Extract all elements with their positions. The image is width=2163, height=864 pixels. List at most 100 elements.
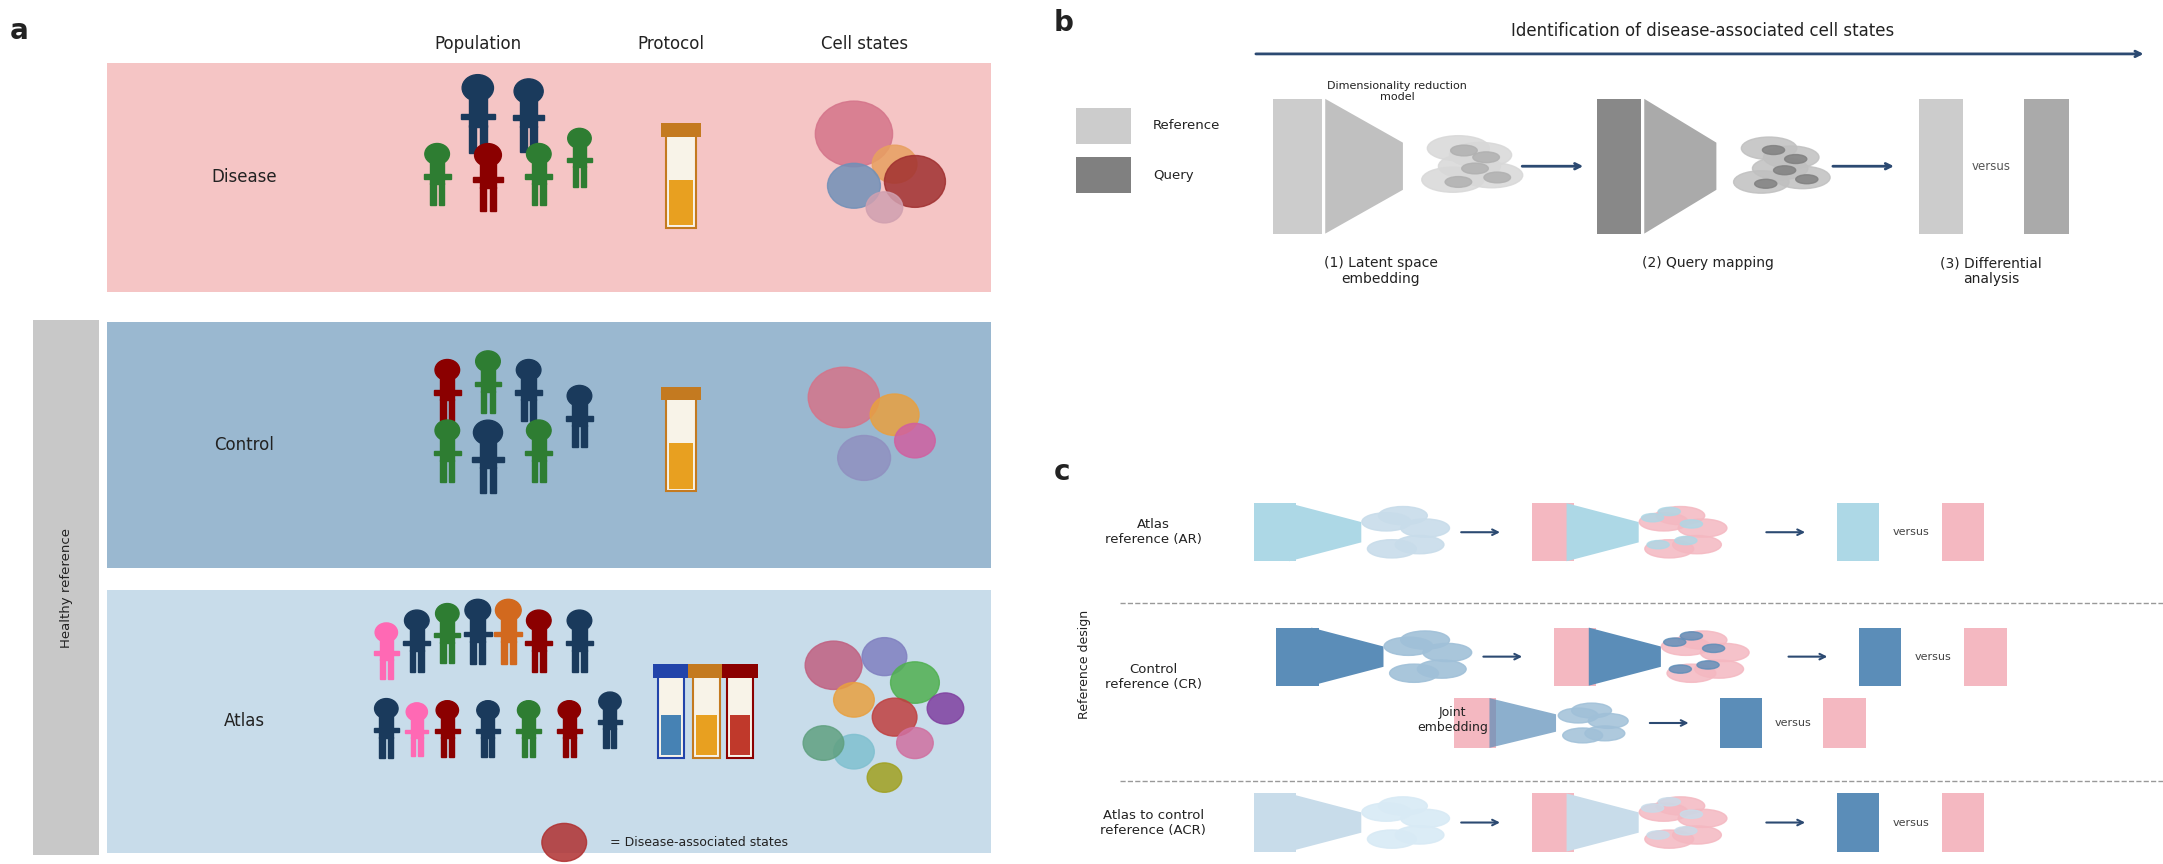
Circle shape (1696, 660, 1743, 678)
Text: versus: versus (1893, 527, 1929, 537)
Bar (482, 717, 495, 738)
Bar (439, 438, 454, 461)
Bar (480, 369, 495, 391)
Bar (521, 717, 534, 738)
FancyBboxPatch shape (1276, 627, 1319, 686)
Circle shape (828, 163, 880, 208)
Circle shape (928, 693, 965, 724)
Circle shape (1644, 830, 1694, 848)
Circle shape (1659, 507, 1681, 516)
Bar (521, 378, 536, 400)
Circle shape (1644, 540, 1694, 558)
Polygon shape (1311, 627, 1384, 686)
Bar (439, 183, 443, 206)
Circle shape (1698, 661, 1720, 669)
Circle shape (1702, 645, 1724, 652)
Bar (387, 659, 394, 679)
Bar (573, 628, 586, 651)
FancyBboxPatch shape (1836, 503, 1880, 562)
FancyBboxPatch shape (1942, 503, 1983, 562)
Circle shape (1417, 660, 1467, 678)
Bar (441, 737, 446, 757)
Bar (404, 729, 428, 734)
Bar (489, 187, 495, 211)
FancyBboxPatch shape (1272, 98, 1322, 233)
Bar (476, 729, 500, 733)
Bar (530, 399, 536, 422)
Bar (411, 719, 424, 738)
Bar (469, 619, 485, 642)
Bar (463, 632, 491, 636)
Bar (439, 399, 446, 422)
Bar (502, 641, 506, 664)
Bar (495, 632, 521, 636)
Text: Disease: Disease (212, 168, 277, 186)
Bar (532, 460, 536, 482)
Circle shape (526, 610, 552, 631)
Bar (480, 641, 485, 664)
Bar (374, 651, 398, 655)
FancyBboxPatch shape (106, 322, 991, 569)
Bar (489, 467, 497, 493)
Bar (727, 668, 753, 758)
Bar (688, 664, 725, 678)
Bar (573, 167, 578, 187)
Circle shape (872, 698, 917, 736)
Text: versus: versus (1893, 817, 1929, 828)
Circle shape (1646, 541, 1670, 549)
Circle shape (833, 683, 874, 717)
Bar (662, 123, 701, 137)
Bar (450, 460, 454, 482)
Bar (402, 641, 430, 645)
Bar (521, 399, 528, 422)
Circle shape (435, 420, 459, 441)
Bar (573, 425, 578, 448)
Circle shape (1363, 512, 1410, 531)
Bar (729, 715, 751, 755)
Text: Reference: Reference (1153, 119, 1220, 132)
Circle shape (1384, 637, 1432, 656)
Bar (532, 628, 545, 651)
Bar (517, 729, 541, 733)
Bar (582, 650, 586, 672)
Bar (409, 650, 415, 672)
Circle shape (1484, 172, 1510, 183)
Bar (387, 737, 394, 758)
Circle shape (865, 192, 902, 223)
Bar (424, 175, 450, 179)
Circle shape (1588, 714, 1629, 728)
Bar (461, 114, 495, 119)
Bar (694, 668, 720, 758)
Text: versus: versus (1970, 160, 2012, 173)
Text: (3) Differential
analysis: (3) Differential analysis (1940, 256, 2042, 286)
Circle shape (567, 385, 593, 406)
Circle shape (1681, 810, 1702, 818)
Circle shape (474, 143, 502, 167)
Circle shape (1389, 664, 1438, 683)
Bar (541, 183, 545, 206)
Text: Control
reference (CR): Control reference (CR) (1105, 664, 1203, 691)
Circle shape (374, 623, 398, 642)
Circle shape (1640, 512, 1687, 531)
Polygon shape (1590, 627, 1661, 686)
Circle shape (1657, 797, 1704, 815)
FancyBboxPatch shape (106, 62, 991, 291)
Bar (666, 391, 696, 491)
Bar (480, 467, 487, 493)
Bar (666, 127, 696, 228)
Bar (532, 162, 545, 184)
Bar (571, 737, 575, 757)
Circle shape (891, 662, 939, 703)
FancyBboxPatch shape (1823, 698, 1867, 748)
Bar (381, 659, 385, 679)
Bar (441, 620, 454, 643)
Bar (541, 650, 545, 672)
Circle shape (515, 79, 543, 104)
Bar (603, 728, 608, 748)
Circle shape (885, 156, 945, 207)
FancyBboxPatch shape (1964, 627, 2007, 686)
Circle shape (815, 101, 893, 167)
Circle shape (805, 641, 863, 689)
Bar (530, 126, 536, 152)
FancyBboxPatch shape (2025, 98, 2068, 233)
